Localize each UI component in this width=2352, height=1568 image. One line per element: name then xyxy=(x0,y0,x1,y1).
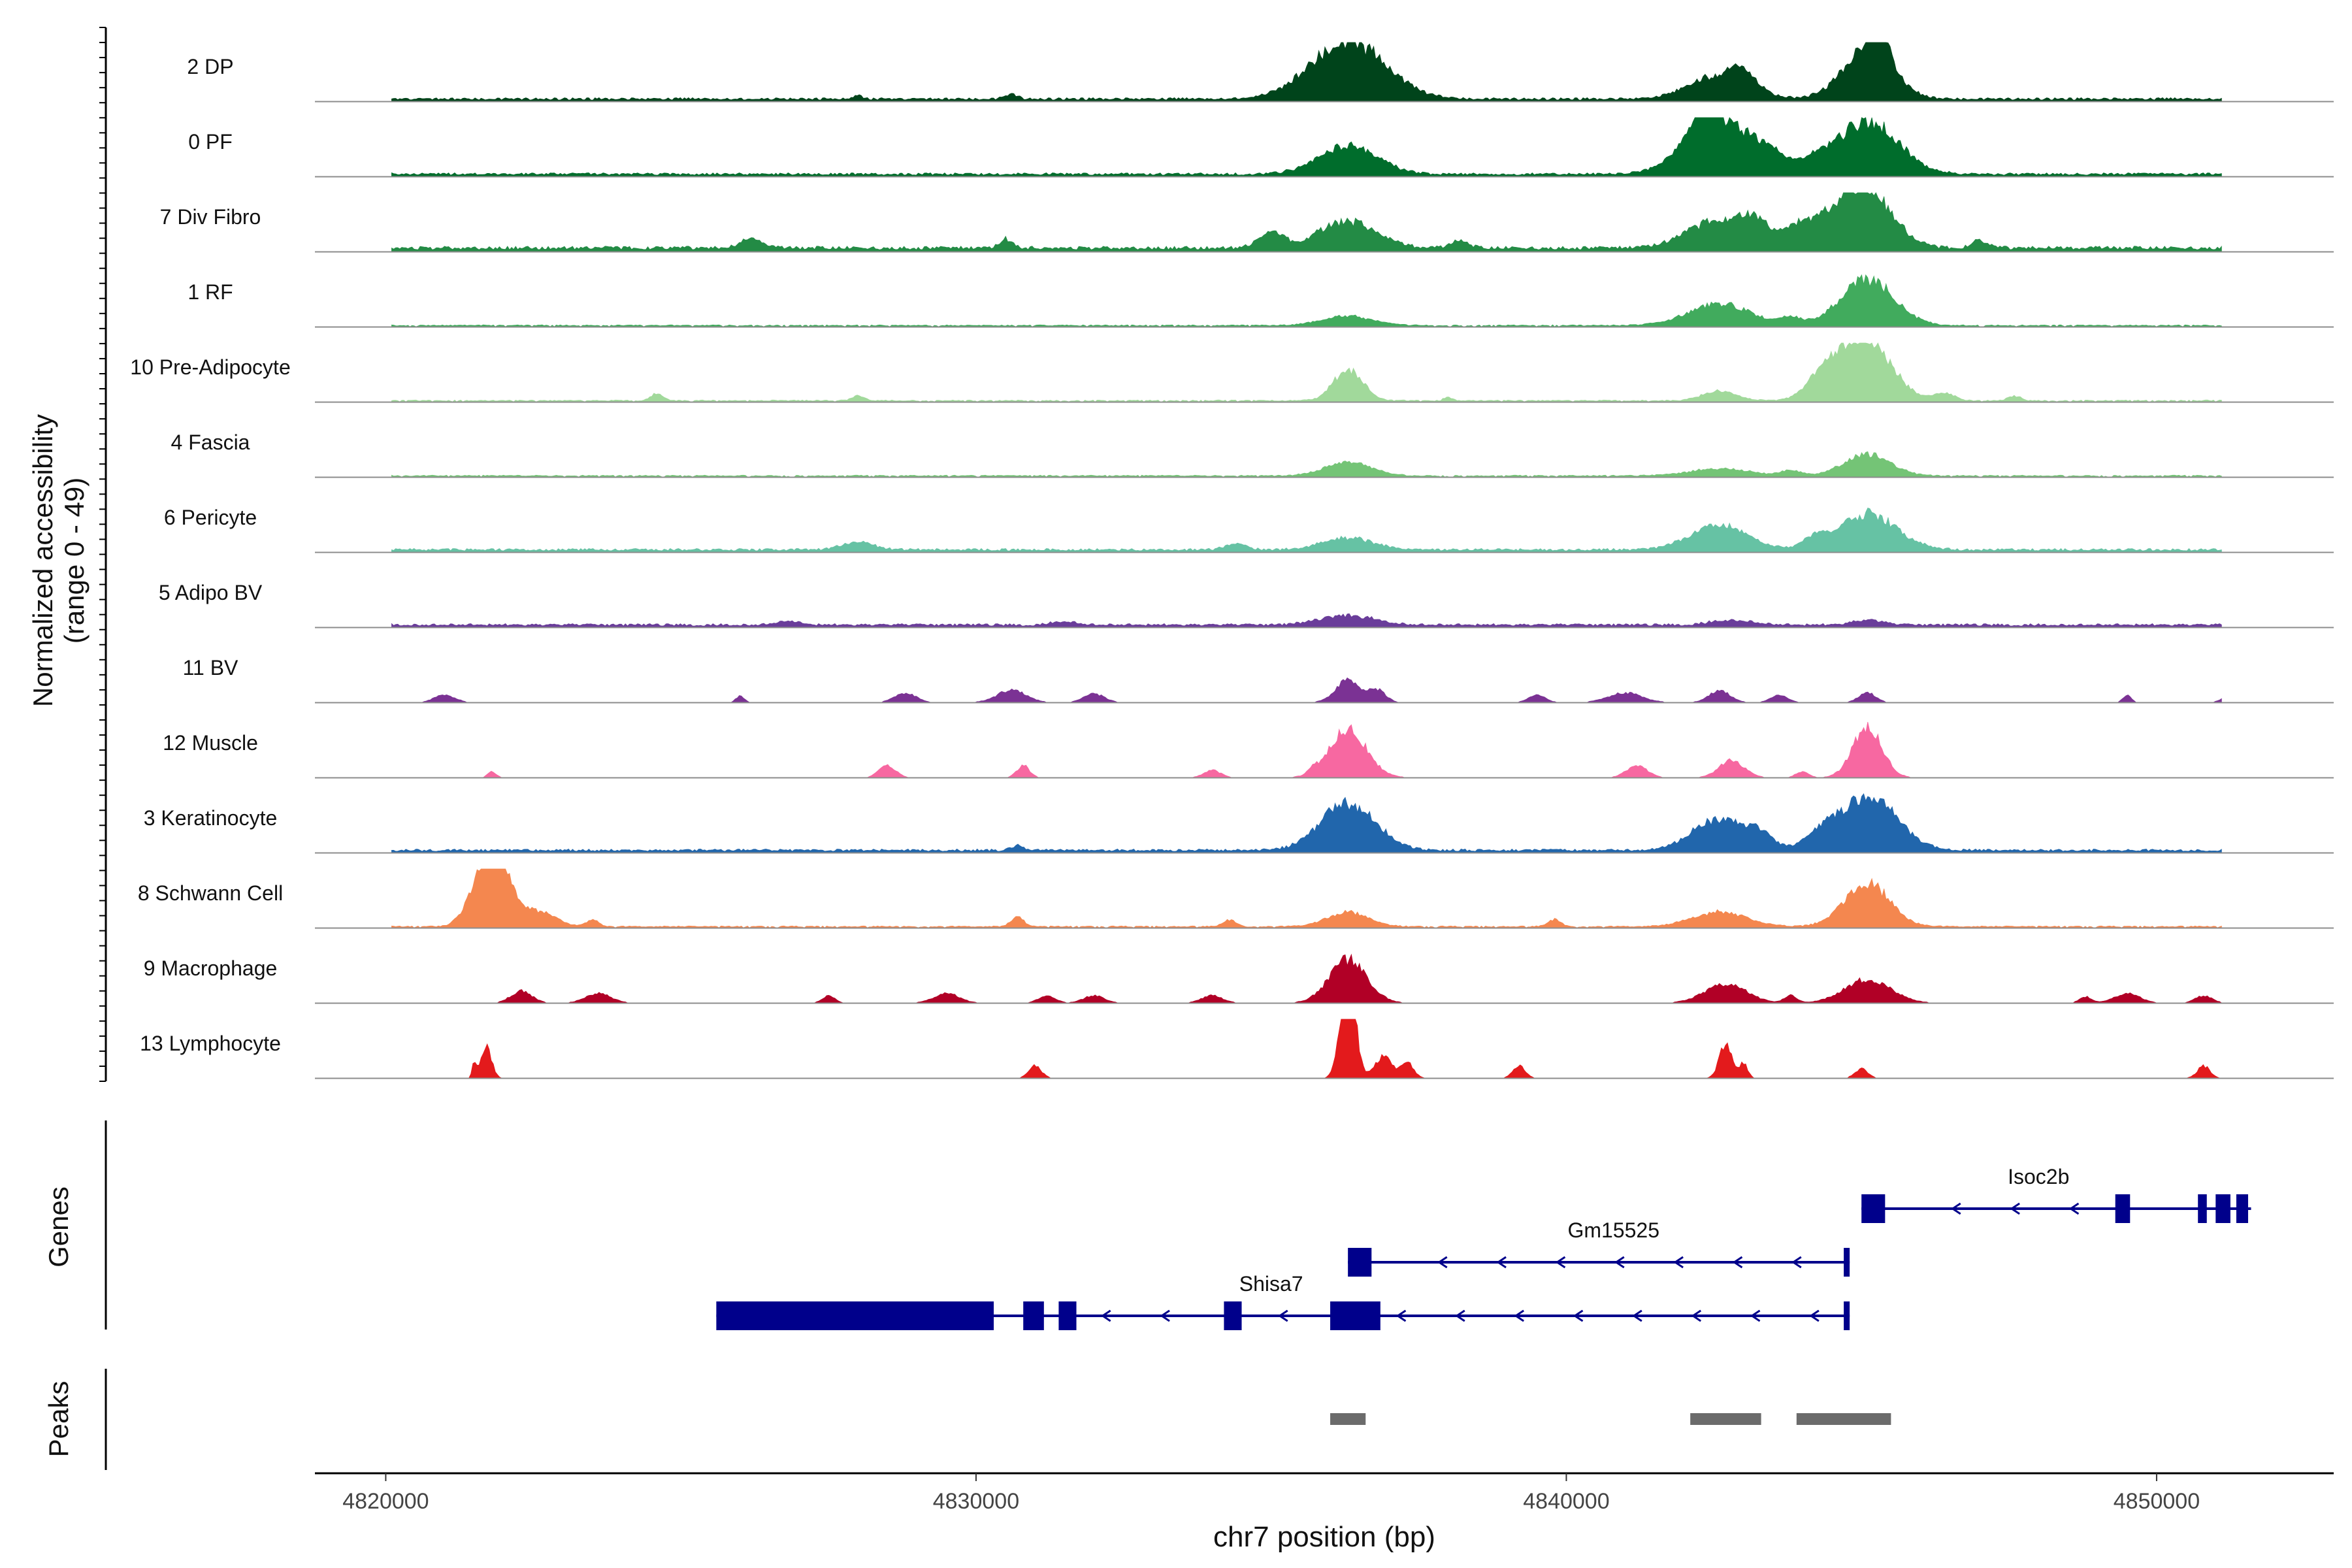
genes-label: Genes xyxy=(43,1186,74,1267)
y-axis: Normalized accessibility (range 0 - 49) Ge… xyxy=(27,27,107,1470)
track-9-macrophage: 9 Macrophage xyxy=(144,953,2334,1004)
gene-label: Isoc2b xyxy=(2008,1165,2069,1188)
strand-arrow xyxy=(1614,1256,1625,1269)
x-tick-label: 4830000 xyxy=(933,1489,1019,1514)
strand-arrow xyxy=(1100,1309,1111,1322)
peaks-label: Peaks xyxy=(43,1381,74,1458)
track-6-pericyte: 6 Pericyte xyxy=(164,506,2334,553)
gene-gm15525: Gm15525 xyxy=(1348,1218,1850,1277)
coverage-area xyxy=(391,274,2222,327)
strand-arrow xyxy=(1278,1309,1288,1322)
track-label: 10 Pre-Adipocyte xyxy=(130,355,290,379)
strand-arrow xyxy=(1732,1256,1743,1269)
gene-exon xyxy=(1330,1301,1380,1330)
peak-region xyxy=(1330,1413,1366,1425)
genes-panel: Isoc2b Gm15525 Shisa7 xyxy=(716,1165,2251,1330)
gene-label: Shisa7 xyxy=(1239,1272,1303,1296)
track-3-keratinocyte: 3 Keratinocyte xyxy=(144,793,2334,854)
track-label: 4 Fascia xyxy=(171,431,250,454)
strand-arrow xyxy=(1673,1256,1684,1269)
coverage-area xyxy=(391,508,2222,553)
gene-exon xyxy=(1224,1301,1242,1330)
coverage-panel: 2 DP 0 PF 7 Div Fibro 1 RF 10 Pre-Adipocyte 4… xyxy=(130,42,2334,1079)
track-13-lymphocyte: 13 Lymphocyte xyxy=(140,1019,2334,1079)
track-label: 2 DP xyxy=(187,55,233,78)
strand-arrow xyxy=(1396,1309,1407,1322)
x-tick-label: 4850000 xyxy=(2114,1489,2200,1514)
gene-isoc2b: Isoc2b xyxy=(1861,1165,2251,1223)
track-label: 5 Adipo BV xyxy=(159,581,263,604)
track-label: 12 Muscle xyxy=(163,731,258,755)
track-11-bv: 11 BV xyxy=(183,656,2334,704)
track-label: 1 RF xyxy=(188,280,233,304)
track-0-pf: 0 PF xyxy=(188,117,2334,178)
x-axis-label: chr7 position (bp) xyxy=(1213,1521,1435,1553)
strand-arrow xyxy=(1809,1309,1820,1322)
x-tick-label: 4840000 xyxy=(1523,1489,1609,1514)
coverage-area xyxy=(391,117,2222,177)
gene-exon xyxy=(1861,1194,1886,1223)
gene-exon xyxy=(2115,1194,2131,1223)
gene-exon xyxy=(1058,1301,1077,1330)
gene-exon xyxy=(1844,1248,1850,1277)
track-7-div-fibro: 7 Div Fibro xyxy=(160,192,2334,253)
track-label: 6 Pericyte xyxy=(164,506,257,529)
y-axis-range: (range 0 - 49) xyxy=(59,478,90,644)
x-tick-label: 4820000 xyxy=(342,1489,429,1514)
track-1-rf: 1 RF xyxy=(188,274,2334,328)
coverage-area xyxy=(391,613,2222,628)
track-label: 8 Schwann Cell xyxy=(138,881,283,905)
gene-shisa7: Shisa7 xyxy=(716,1272,1850,1330)
gene-exon xyxy=(1023,1301,1044,1330)
strand-arrow xyxy=(1691,1309,1702,1322)
track-2-dp: 2 DP xyxy=(187,42,2334,103)
track-10-pre-adipocyte: 10 Pre-Adipocyte xyxy=(130,342,2334,403)
x-axis: 4820000 4830000 4840000 4850000 chr7 positio… xyxy=(315,1472,2334,1553)
track-label: 11 BV xyxy=(183,656,238,679)
y-axis-label: Normalized accessibility xyxy=(27,414,58,707)
gene-exon xyxy=(1844,1301,1850,1330)
coverage-area xyxy=(391,42,2222,102)
strand-arrow xyxy=(1632,1309,1642,1322)
gene-exon xyxy=(2198,1194,2207,1223)
gene-exon xyxy=(2236,1194,2248,1223)
strand-arrow xyxy=(1573,1309,1584,1322)
coverage-area xyxy=(391,451,2222,478)
strand-arrow xyxy=(1555,1256,1566,1269)
track-label: 7 Div Fibro xyxy=(160,205,261,229)
peak-region xyxy=(1690,1413,1761,1425)
strand-arrow xyxy=(1514,1309,1524,1322)
track-4-fascia: 4 Fascia xyxy=(171,431,2334,478)
track-label: 9 Macrophage xyxy=(144,956,278,980)
strand-arrow xyxy=(1496,1256,1507,1269)
track-12-muscle: 12 Muscle xyxy=(163,722,2334,779)
peaks-panel xyxy=(1330,1413,1891,1425)
coverage-area xyxy=(391,192,2222,252)
strand-arrow xyxy=(1791,1256,1802,1269)
gene-exon xyxy=(1348,1248,1372,1277)
coverage-area xyxy=(391,793,2222,853)
gene-exon xyxy=(716,1301,994,1330)
track-5-adipo-bv: 5 Adipo BV xyxy=(159,581,2334,629)
peak-region xyxy=(1796,1413,1891,1425)
strand-arrow xyxy=(1750,1309,1761,1322)
gene-exon xyxy=(2215,1194,2230,1223)
track-label: 3 Keratinocyte xyxy=(144,806,278,830)
track-label: 13 Lymphocyte xyxy=(140,1032,281,1055)
track-label: 0 PF xyxy=(188,130,233,154)
strand-arrow xyxy=(2010,1202,2020,1215)
strand-arrow xyxy=(1437,1256,1448,1269)
track-8-schwann-cell: 8 Schwann Cell xyxy=(138,868,2334,929)
gene-label: Gm15525 xyxy=(1567,1218,1659,1242)
strand-arrow xyxy=(1455,1309,1465,1322)
strand-arrow xyxy=(1951,1202,1961,1215)
strand-arrow xyxy=(2068,1202,2080,1215)
coverage-area xyxy=(391,342,2222,402)
strand-arrow xyxy=(1160,1309,1170,1322)
coverage-area xyxy=(391,868,2222,928)
